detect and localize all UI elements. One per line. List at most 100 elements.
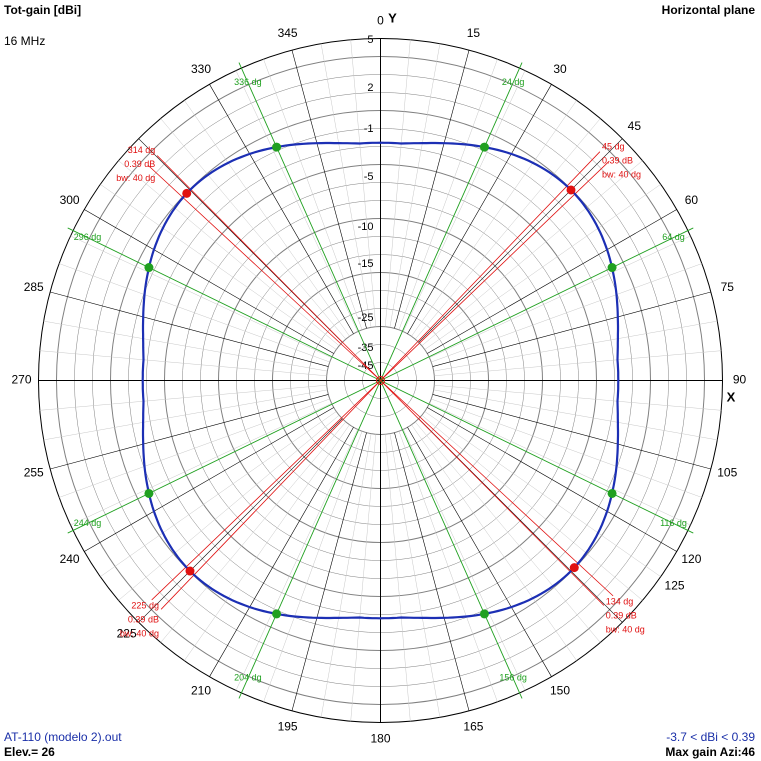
azimuth-tick-label: 180 (370, 732, 390, 746)
minor-spoke (263, 431, 363, 702)
spoke-line (432, 394, 711, 470)
minor-spoke (43, 320, 328, 372)
minor-spoke (411, 424, 577, 661)
minor-spoke (160, 118, 346, 340)
max-gain-label: Max gain Azi:46 (665, 745, 755, 759)
max-gain-line (160, 380, 381, 610)
spoke-line (84, 209, 334, 354)
minor-spoke (320, 43, 372, 328)
secondary-line-label: 204 dg (234, 673, 262, 683)
azimuth-tick-label: 240 (60, 552, 80, 566)
minor-spoke (429, 403, 691, 526)
minor-spoke (403, 70, 526, 332)
minor-spoke (160, 421, 346, 643)
secondary-gain-line (380, 62, 523, 381)
max-gain-line (151, 380, 381, 601)
max-gain-value-label: 0.39 dB (128, 614, 159, 624)
secondary-line-label: 156 dg (499, 673, 527, 683)
radial-label: -25 (358, 312, 374, 324)
max-gain-angle-label: 45 dg (602, 141, 625, 151)
minor-spoke (350, 434, 377, 722)
minor-spoke (384, 434, 411, 722)
minor-spoke (184, 424, 350, 661)
spoke-line (138, 418, 343, 623)
max-gain-line (380, 151, 601, 381)
azimuth-tick-label: 285 (24, 280, 44, 294)
secondary-marker (272, 142, 282, 152)
y-axis-label: Y (388, 10, 397, 25)
max-gain-marker (185, 566, 195, 576)
secondary-marker (479, 142, 489, 152)
azimuth-tick-label: 210 (191, 684, 211, 698)
minor-spoke (263, 59, 363, 330)
x-axis-label: X (727, 389, 736, 404)
azimuth-tick-label: 60 (685, 193, 699, 207)
minor-spoke (431, 263, 702, 363)
minor-spoke (118, 415, 340, 601)
secondary-gain-line (380, 380, 523, 699)
azimuth-tick-label: 105 (717, 466, 737, 480)
secondary-marker (607, 263, 617, 273)
minor-spoke (70, 403, 332, 526)
radial-label: -5 (364, 171, 374, 183)
minor-spoke (434, 350, 722, 377)
secondary-marker (479, 609, 489, 619)
azimuth-tick-label: 255 (24, 466, 44, 480)
max-gain-line (156, 155, 381, 381)
radial-label: -15 (358, 258, 374, 270)
minor-spoke (398, 59, 498, 330)
minor-spoke (39, 384, 327, 411)
radial-label: 5 (367, 34, 373, 46)
minor-spoke (389, 43, 441, 328)
minor-spoke (100, 411, 337, 577)
minor-spoke (350, 39, 377, 327)
secondary-marker (144, 488, 154, 498)
spoke-line (407, 427, 552, 677)
max-gain-value-label: 0.39 dB (606, 611, 637, 621)
minor-spoke (424, 411, 661, 577)
azimuth-tick-label: 120 (681, 552, 701, 566)
secondary-gain-line (380, 227, 694, 381)
azimuth-tick-label: 125 (665, 579, 685, 593)
azimuth-tick-label: 15 (467, 26, 481, 40)
spoke-line (50, 291, 329, 367)
minor-spoke (415, 118, 601, 340)
azimuth-tick-label: 345 (278, 26, 298, 40)
secondary-marker (272, 609, 282, 619)
spoke-line (209, 427, 354, 677)
beamwidth-label: bw: 40 dg (606, 625, 645, 635)
spoke-line (407, 84, 552, 334)
spoke-line (291, 432, 367, 711)
radial-label: 2 (367, 82, 373, 94)
minor-spoke (403, 429, 526, 691)
secondary-marker (144, 263, 154, 273)
file-name: AT-110 (modelo 2).out (4, 730, 122, 744)
azimuth-tick-label: 90 (733, 373, 747, 387)
azimuth-tick-label: 75 (721, 280, 735, 294)
max-gain-marker (569, 563, 579, 573)
spoke-line (84, 407, 334, 552)
minor-spoke (431, 398, 702, 498)
minor-spoke (39, 350, 327, 377)
max-gain-line (147, 164, 381, 381)
frequency-label: 16 MHz (4, 34, 46, 48)
spoke-line (394, 50, 470, 329)
secondary-line-label: 116 dg (660, 518, 687, 528)
azimuth-tick-label: 195 (278, 719, 298, 733)
minor-spoke (59, 398, 330, 498)
secondary-line-label: 24 dg (502, 77, 525, 87)
minor-spoke (415, 421, 601, 643)
max-gain-line (380, 380, 614, 597)
minor-spoke (434, 384, 722, 411)
spoke-line (427, 407, 677, 552)
secondary-line-label: 244 dg (74, 518, 102, 528)
minor-spoke (421, 160, 643, 346)
max-gain-marker (566, 185, 576, 195)
secondary-gain-line (380, 380, 694, 534)
spoke-line (418, 138, 623, 343)
minor-spoke (184, 100, 350, 337)
max-gain-line (380, 160, 610, 381)
secondary-gain-line (238, 62, 381, 381)
minor-spoke (433, 320, 718, 372)
